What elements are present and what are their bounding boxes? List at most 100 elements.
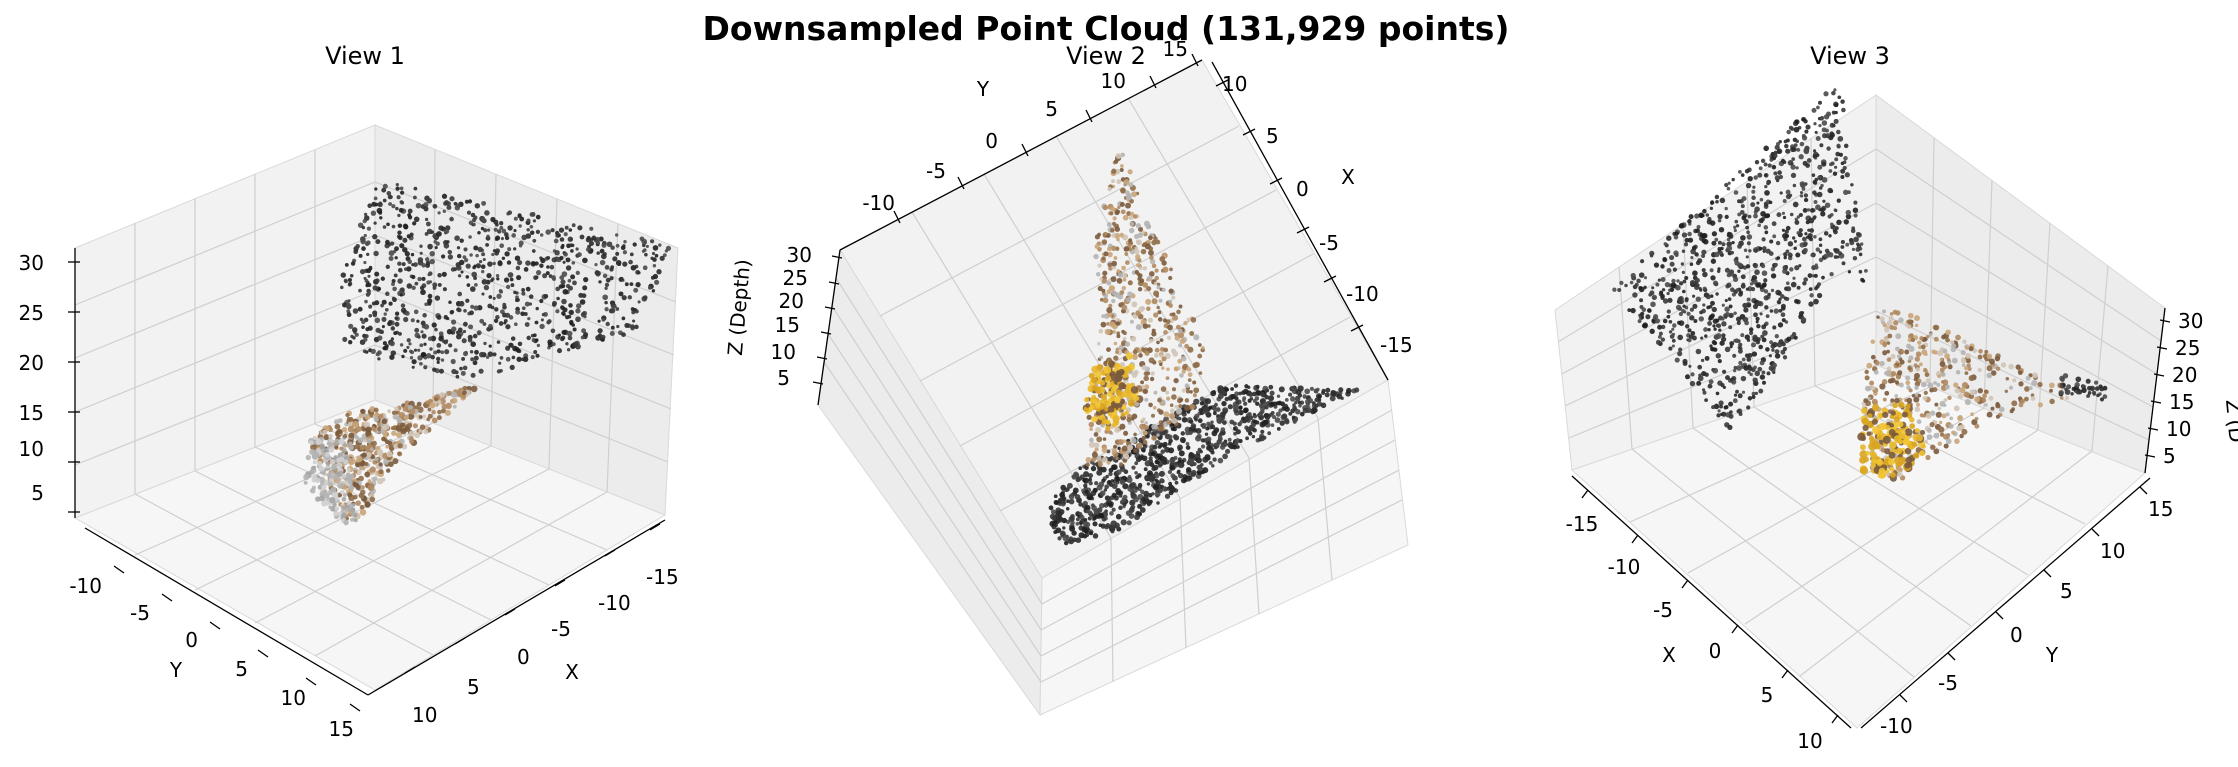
point [627, 295, 632, 300]
point [1701, 249, 1707, 255]
point [447, 249, 453, 255]
point [1831, 90, 1836, 96]
point [1884, 390, 1890, 396]
point [1759, 374, 1766, 380]
point [1637, 319, 1642, 324]
point [1728, 413, 1734, 419]
point [1066, 482, 1073, 489]
point [367, 484, 375, 491]
view-1-z-tick: 25 [19, 301, 44, 325]
point [345, 475, 353, 482]
point [575, 247, 579, 251]
point [1142, 388, 1149, 394]
point [1812, 154, 1817, 159]
point [1085, 457, 1092, 463]
view-3-points [1612, 88, 2108, 482]
point [1115, 480, 1120, 485]
point [576, 252, 582, 258]
point [583, 331, 589, 338]
point [340, 285, 344, 290]
point [1751, 189, 1756, 194]
point [1757, 172, 1763, 178]
view-2-x-label: X [1341, 165, 1355, 189]
point [1298, 404, 1302, 408]
point [572, 341, 579, 348]
point [1869, 380, 1875, 386]
point [1795, 139, 1799, 143]
point [1106, 280, 1112, 286]
point [1135, 324, 1142, 331]
point [1796, 231, 1800, 235]
point [1755, 316, 1760, 321]
point [492, 296, 496, 300]
point [1261, 392, 1265, 396]
point [604, 300, 608, 305]
point [630, 324, 636, 330]
point [1199, 410, 1205, 416]
point [568, 228, 573, 232]
point [1763, 295, 1769, 301]
point [568, 303, 573, 308]
point [1128, 513, 1135, 519]
point [359, 444, 365, 451]
point [1780, 303, 1786, 309]
point [1666, 314, 1671, 319]
point [499, 225, 504, 230]
point [1725, 375, 1730, 381]
point [378, 210, 383, 215]
point [1789, 212, 1794, 217]
point [576, 303, 582, 309]
point [1197, 465, 1204, 472]
point [1206, 456, 1211, 461]
point [1232, 444, 1238, 450]
point [1986, 411, 1993, 418]
point [1995, 401, 2000, 407]
point [368, 458, 373, 463]
point [441, 271, 447, 277]
point [474, 349, 479, 355]
point [1968, 346, 1974, 352]
point [615, 233, 619, 237]
point [490, 278, 494, 283]
point [641, 295, 648, 302]
point [364, 461, 369, 467]
point [400, 190, 405, 195]
point [1807, 273, 1813, 278]
point [434, 295, 441, 301]
point [1727, 232, 1733, 238]
point [350, 261, 356, 266]
point [1104, 328, 1111, 335]
point [1737, 212, 1742, 217]
point [549, 264, 555, 270]
point [1717, 218, 1722, 223]
point [1808, 217, 1815, 224]
point [1135, 254, 1141, 260]
point [1195, 435, 1202, 442]
point [527, 316, 531, 321]
point [1707, 383, 1713, 389]
point [1115, 389, 1122, 396]
point [525, 260, 531, 266]
point [1986, 353, 1993, 360]
point [1963, 391, 1970, 398]
point [417, 355, 423, 361]
point [1895, 362, 1900, 367]
point [372, 234, 378, 240]
view-3-y-ticks: 15 10 5 0 -5 -10 Y [1880, 486, 2173, 738]
point [1066, 499, 1070, 503]
point [507, 225, 513, 231]
point [1741, 196, 1747, 202]
point [382, 183, 388, 189]
point [1111, 448, 1118, 454]
point [353, 444, 359, 450]
point [1227, 437, 1232, 442]
point [2024, 396, 2029, 402]
point [1761, 282, 1767, 288]
point [1307, 397, 1313, 404]
point [1811, 107, 1817, 113]
point [1733, 225, 1737, 229]
point [365, 426, 372, 433]
point [1150, 413, 1156, 418]
point [381, 187, 387, 193]
point [1163, 347, 1169, 353]
